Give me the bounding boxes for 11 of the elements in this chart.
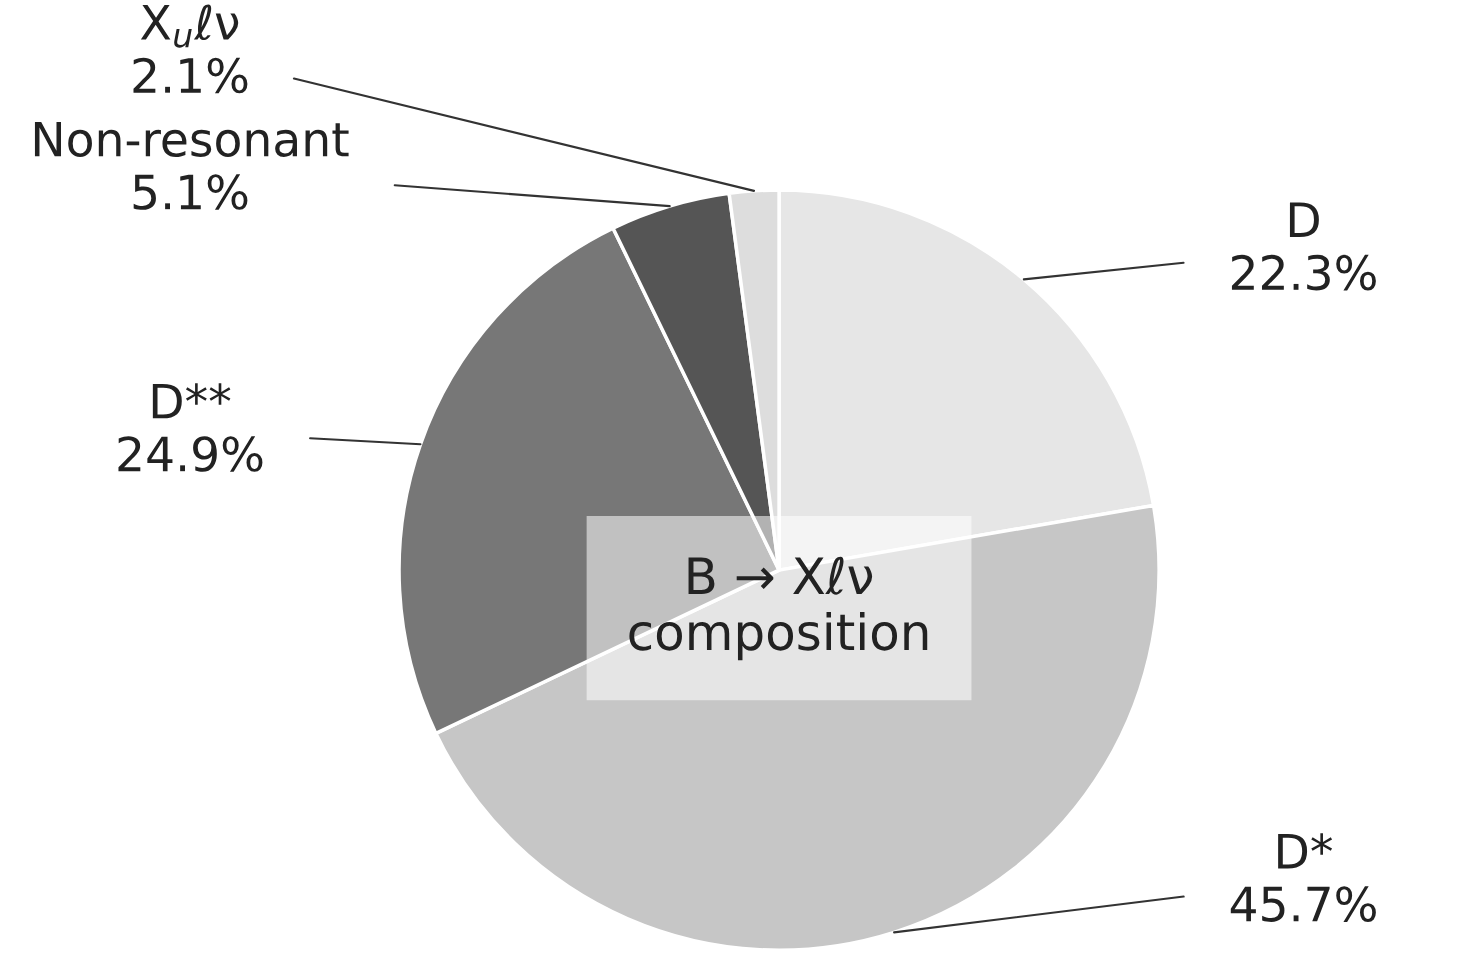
slice-label: Non-resonant <box>34 121 349 157</box>
data-label: 5.1% <box>133 174 248 210</box>
data-label: 2.1% <box>133 57 248 94</box>
slice-label: D** <box>152 383 231 419</box>
data-label: 22.3% <box>1231 254 1376 291</box>
slice-label: X$_{u}$ℓν <box>140 4 239 48</box>
slice-label: D <box>1289 202 1319 237</box>
text: B → Xℓν composition <box>629 556 928 661</box>
data-label: 24.9% <box>118 436 263 472</box>
data-label: 45.7% <box>1230 886 1376 922</box>
slice-label: D* <box>1278 833 1333 869</box>
